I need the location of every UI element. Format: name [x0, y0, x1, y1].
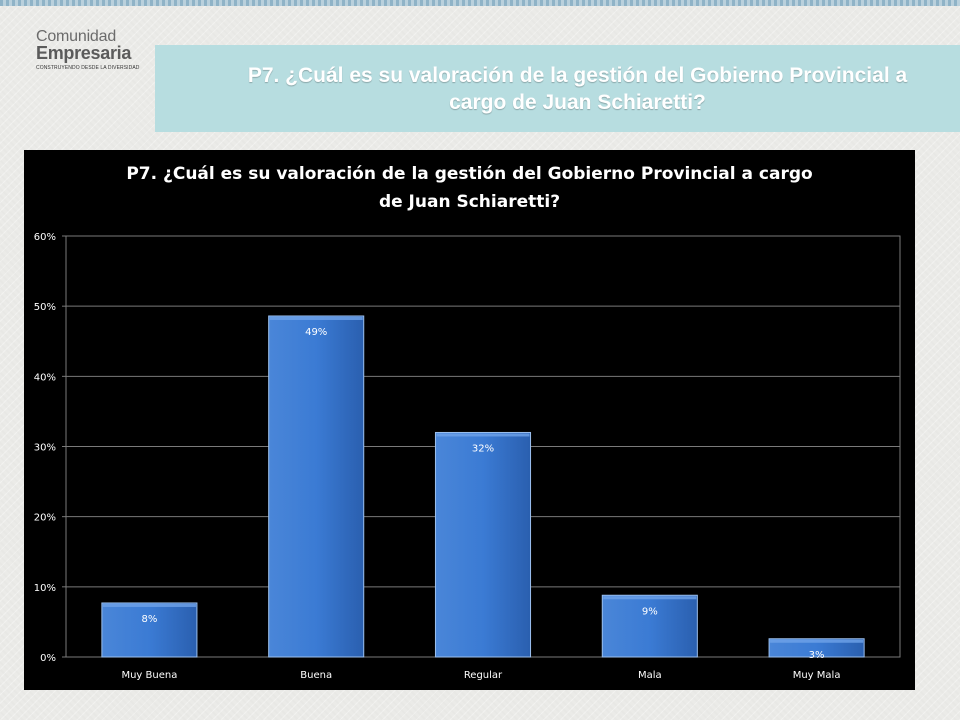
bar-chart: 0% 10% 20% 30% 40% 50% 60% 8% Muy Buena 49% Buena 3… [34, 232, 901, 681]
chart-title-line1: P7. ¿Cuál es su valoración de la gestión… [126, 164, 813, 184]
bar-highlight-2 [436, 433, 530, 437]
y-tick-label: 60% [34, 232, 56, 243]
x-tick-label: Muy Buena [121, 670, 177, 681]
slide-title-banner: P7. ¿Cuál es su valoración de la gestión… [155, 45, 960, 132]
data-label: 3% [809, 650, 825, 661]
x-tick-label: Muy Mala [793, 670, 841, 681]
data-label: 8% [141, 614, 157, 625]
x-tick-label: Mala [638, 670, 662, 681]
data-label: 32% [472, 443, 494, 454]
logo-text-line2: Empresaria [36, 43, 132, 63]
data-label: 49% [305, 327, 327, 338]
top-decorative-strip [0, 0, 960, 6]
slide-title: P7. ¿Cuál es su valoración de la gestión… [247, 63, 908, 114]
x-tick-label: Buena [300, 670, 332, 681]
y-tick-label: 10% [34, 583, 56, 594]
bar-highlight-3 [603, 596, 697, 600]
x-tick-label: Regular [464, 670, 503, 681]
bar-0 [101, 602, 198, 658]
chart-title: P7. ¿Cuál es su valoración de la gestión… [24, 160, 915, 216]
logo-text-line1: Comunidad [36, 28, 117, 45]
bar-4 [768, 638, 865, 658]
y-tick-label: 30% [34, 443, 56, 454]
bar-highlight-4 [770, 639, 864, 643]
logo-tagline: CONSTRUYENDO DESDE LA DIVERSIDAD [36, 65, 140, 71]
bar-2 [434, 431, 532, 658]
bar-highlight-0 [102, 603, 196, 607]
y-tick-label: 0% [40, 653, 56, 664]
y-tick-label: 50% [34, 302, 56, 313]
chart-panel: P7. ¿Cuál es su valoración de la gestión… [24, 150, 915, 690]
y-tick-label: 40% [34, 372, 56, 383]
chart-title-line2: de Juan Schiaretti? [378, 192, 561, 212]
comunidad-empresaria-logo: Comunidad Empresaria CONSTRUYENDO DESDE … [36, 28, 166, 76]
bar-highlight-1 [269, 316, 363, 320]
bar-3 [601, 594, 698, 658]
y-tick-label: 20% [34, 513, 56, 524]
data-label: 9% [642, 606, 658, 617]
bar-1 [268, 315, 365, 658]
